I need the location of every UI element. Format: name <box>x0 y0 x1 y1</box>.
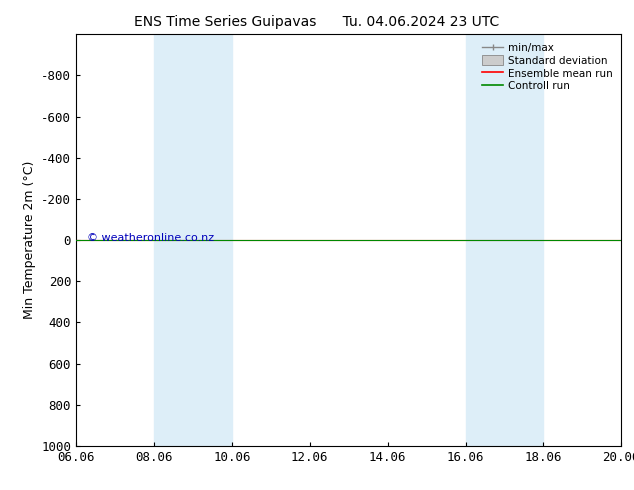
Bar <box>154 34 193 446</box>
Y-axis label: Min Temperature 2m (°C): Min Temperature 2m (°C) <box>23 161 36 319</box>
Bar <box>505 34 543 446</box>
Text: © weatheronline.co.nz: © weatheronline.co.nz <box>87 233 214 243</box>
Bar <box>465 34 505 446</box>
Text: ENS Time Series Guipavas      Tu. 04.06.2024 23 UTC: ENS Time Series Guipavas Tu. 04.06.2024 … <box>134 15 500 29</box>
Bar <box>193 34 232 446</box>
Legend: min/max, Standard deviation, Ensemble mean run, Controll run: min/max, Standard deviation, Ensemble me… <box>479 40 616 95</box>
